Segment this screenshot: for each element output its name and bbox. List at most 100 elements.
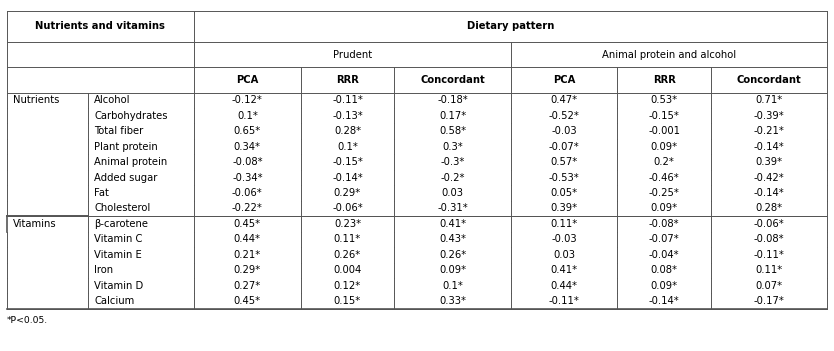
Text: 0.2*: 0.2* (654, 157, 675, 167)
Text: Carbohydrates: Carbohydrates (94, 111, 168, 121)
Text: 0.29*: 0.29* (234, 265, 261, 275)
Text: 0.39*: 0.39* (756, 157, 782, 167)
Text: 0.34*: 0.34* (234, 142, 261, 152)
Text: 0.1*: 0.1* (442, 281, 463, 291)
Text: -0.001: -0.001 (648, 126, 680, 136)
Text: 0.39*: 0.39* (550, 204, 577, 213)
Text: Fat: Fat (94, 188, 109, 198)
Text: -0.07*: -0.07* (649, 234, 680, 244)
Text: 0.12*: 0.12* (334, 281, 361, 291)
Text: 0.57*: 0.57* (550, 157, 578, 167)
Text: -0.2*: -0.2* (440, 173, 465, 183)
Text: 0.23*: 0.23* (334, 219, 361, 229)
Text: Nutrients: Nutrients (13, 95, 60, 105)
Text: Vitamins: Vitamins (13, 219, 57, 229)
Text: -0.21*: -0.21* (754, 126, 785, 136)
Text: -0.18*: -0.18* (437, 95, 468, 105)
Text: -0.31*: -0.31* (437, 204, 468, 213)
Text: -0.04*: -0.04* (649, 250, 680, 260)
Text: -0.14*: -0.14* (649, 296, 680, 306)
Text: -0.03: -0.03 (551, 126, 577, 136)
Text: -0.22*: -0.22* (232, 204, 263, 213)
Text: 0.53*: 0.53* (651, 95, 678, 105)
Text: Animal protein: Animal protein (94, 157, 168, 167)
Text: 0.004: 0.004 (334, 265, 362, 275)
Text: 0.27*: 0.27* (234, 281, 261, 291)
Text: -0.13*: -0.13* (332, 111, 363, 121)
Text: Dietary pattern: Dietary pattern (467, 21, 555, 31)
Text: 0.1*: 0.1* (237, 111, 258, 121)
Text: 0.15*: 0.15* (334, 296, 361, 306)
Text: -0.39*: -0.39* (754, 111, 785, 121)
Text: 0.26*: 0.26* (439, 250, 466, 260)
Text: 0.65*: 0.65* (234, 126, 261, 136)
Text: Vitamin D: Vitamin D (94, 281, 143, 291)
Text: 0.09*: 0.09* (651, 281, 678, 291)
Text: -0.14*: -0.14* (754, 188, 785, 198)
Text: Concordant: Concordant (420, 75, 485, 85)
Text: -0.17*: -0.17* (754, 296, 785, 306)
Text: 0.03: 0.03 (553, 250, 575, 260)
Text: -0.14*: -0.14* (332, 173, 363, 183)
Text: -0.3*: -0.3* (440, 157, 465, 167)
Text: Total fiber: Total fiber (94, 126, 143, 136)
Text: 0.43*: 0.43* (439, 234, 466, 244)
Text: 0.09*: 0.09* (651, 142, 678, 152)
Text: 0.09*: 0.09* (439, 265, 466, 275)
Text: 0.58*: 0.58* (439, 126, 466, 136)
Text: 0.07*: 0.07* (756, 281, 782, 291)
Text: -0.12*: -0.12* (232, 95, 263, 105)
Text: Vitamin E: Vitamin E (94, 250, 142, 260)
Text: -0.15*: -0.15* (649, 111, 680, 121)
Text: 0.3*: 0.3* (442, 142, 463, 152)
Text: 0.45*: 0.45* (234, 296, 261, 306)
Text: -0.14*: -0.14* (754, 142, 785, 152)
Text: 0.28*: 0.28* (756, 204, 782, 213)
Text: Cholesterol: Cholesterol (94, 204, 150, 213)
Text: 0.29*: 0.29* (334, 188, 361, 198)
Text: RRR: RRR (653, 75, 676, 85)
Text: 0.44*: 0.44* (550, 281, 577, 291)
Text: 0.11*: 0.11* (756, 265, 783, 275)
Text: -0.06*: -0.06* (754, 219, 785, 229)
Text: PCA: PCA (553, 75, 575, 85)
Text: -0.07*: -0.07* (549, 142, 580, 152)
Text: 0.11*: 0.11* (550, 219, 578, 229)
Text: -0.03: -0.03 (551, 234, 577, 244)
Text: Concordant: Concordant (736, 75, 801, 85)
Text: Added sugar: Added sugar (94, 173, 158, 183)
Text: 0.09*: 0.09* (651, 204, 678, 213)
Text: Alcohol: Alcohol (94, 95, 131, 105)
Text: 0.05*: 0.05* (550, 188, 577, 198)
Text: 0.08*: 0.08* (651, 265, 677, 275)
Text: -0.53*: -0.53* (549, 173, 580, 183)
Text: -0.08*: -0.08* (232, 157, 263, 167)
Text: Vitamin C: Vitamin C (94, 234, 143, 244)
Text: Iron: Iron (94, 265, 113, 275)
Text: 0.21*: 0.21* (234, 250, 261, 260)
Text: β-carotene: β-carotene (94, 219, 148, 229)
Text: -0.11*: -0.11* (332, 95, 363, 105)
Text: 0.26*: 0.26* (334, 250, 361, 260)
Text: -0.25*: -0.25* (649, 188, 680, 198)
Text: 0.45*: 0.45* (234, 219, 261, 229)
Text: 0.44*: 0.44* (234, 234, 261, 244)
Text: -0.52*: -0.52* (549, 111, 580, 121)
Text: 0.33*: 0.33* (439, 296, 466, 306)
Text: 0.03: 0.03 (441, 188, 464, 198)
Text: -0.15*: -0.15* (332, 157, 363, 167)
Text: 0.71*: 0.71* (756, 95, 783, 105)
Text: Animal protein and alcohol: Animal protein and alcohol (602, 49, 736, 60)
Text: *P<0.05.: *P<0.05. (7, 316, 48, 325)
Text: -0.06*: -0.06* (332, 204, 363, 213)
Text: 0.41*: 0.41* (439, 219, 466, 229)
Text: Plant protein: Plant protein (94, 142, 158, 152)
Text: 0.17*: 0.17* (439, 111, 466, 121)
Text: Nutrients and vitamins: Nutrients and vitamins (35, 21, 165, 31)
Text: -0.34*: -0.34* (232, 173, 263, 183)
Text: Calcium: Calcium (94, 296, 134, 306)
Text: RRR: RRR (336, 75, 359, 85)
Text: -0.08*: -0.08* (754, 234, 785, 244)
Text: -0.06*: -0.06* (232, 188, 263, 198)
Text: -0.46*: -0.46* (649, 173, 680, 183)
